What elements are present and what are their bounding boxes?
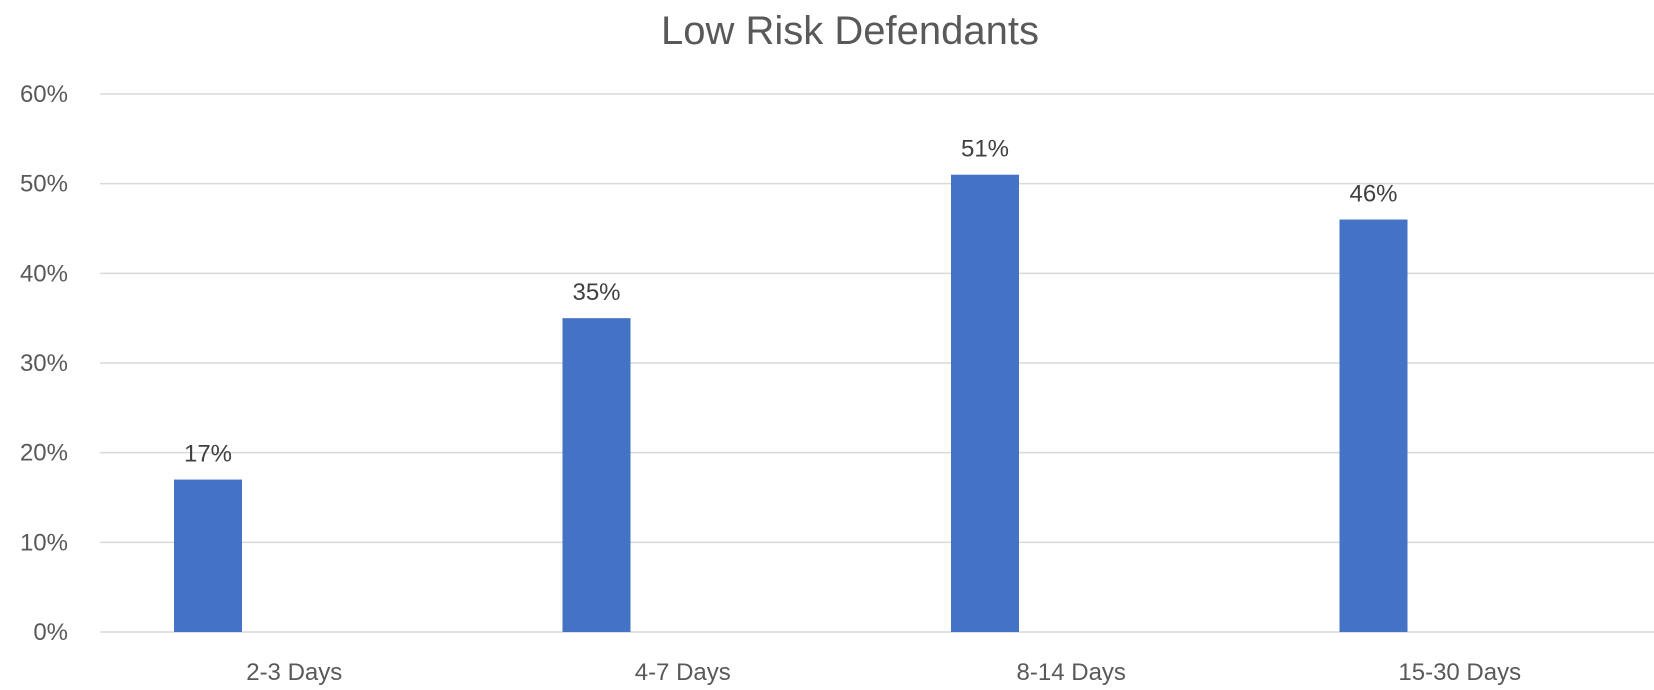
y-tick-label: 40% bbox=[20, 260, 68, 287]
y-tick-label: 0% bbox=[33, 619, 68, 646]
y-axis-tick-labels: 0% 10% 20% 30% 40% 50% 60% bbox=[20, 81, 68, 646]
data-label: 51% bbox=[961, 136, 1009, 163]
gridlines bbox=[100, 94, 1654, 632]
bars bbox=[174, 175, 1408, 632]
data-label: 46% bbox=[1349, 181, 1397, 208]
y-tick-label: 30% bbox=[20, 350, 68, 377]
bar bbox=[1340, 220, 1408, 632]
y-tick-label: 50% bbox=[20, 171, 68, 198]
bar bbox=[174, 480, 242, 632]
x-category-label: 15-30 Days bbox=[1398, 659, 1521, 686]
bar bbox=[951, 175, 1019, 632]
x-category-label: 8-14 Days bbox=[1017, 659, 1126, 686]
x-category-label: 2-3 Days bbox=[246, 659, 342, 686]
data-labels: 17% 35% 51% 46% bbox=[184, 136, 1398, 468]
bar bbox=[563, 318, 631, 632]
x-axis-category-labels: 2-3 Days 4-7 Days 8-14 Days 15-30 Days bbox=[246, 659, 1521, 686]
chart-title: Low Risk Defendants bbox=[661, 9, 1039, 53]
y-tick-label: 10% bbox=[20, 529, 68, 556]
y-tick-label: 20% bbox=[20, 440, 68, 467]
data-label: 17% bbox=[184, 441, 232, 468]
data-label: 35% bbox=[572, 279, 620, 306]
x-category-label: 4-7 Days bbox=[635, 659, 731, 686]
y-tick-label: 60% bbox=[20, 81, 68, 108]
